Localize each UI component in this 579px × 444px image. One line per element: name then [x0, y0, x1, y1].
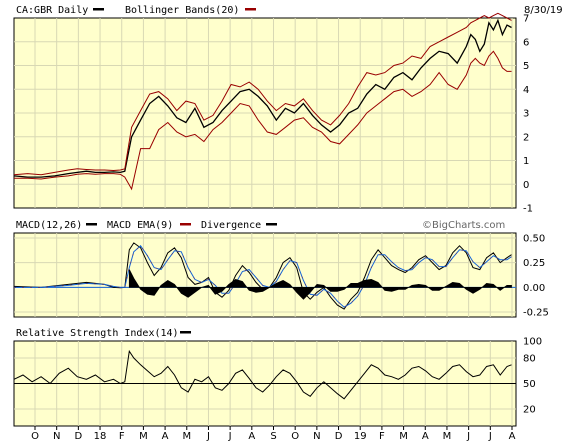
x-tick-label: F: [119, 431, 125, 442]
macd-panel: [13, 232, 517, 318]
y-tick-label: 7: [523, 14, 529, 25]
bollinger-legend-swatch: [245, 8, 256, 11]
x-tick-label: S: [270, 431, 276, 442]
bollinger-bands-20-line: [13, 12, 512, 176]
y-tick-label: 80: [523, 354, 536, 365]
y-tick-label: 0.50: [523, 233, 545, 244]
x-tick-label: 18: [94, 431, 107, 442]
y-tick-label: 0.25: [523, 258, 545, 269]
x-tick-label: M: [399, 431, 408, 442]
x-tick-label: A: [422, 431, 429, 442]
x-tick-label: N: [313, 431, 320, 442]
y-tick-label: 0: [523, 180, 529, 191]
macd-label: MACD(12,26): [16, 220, 82, 231]
macd-ema-legend-swatch: [180, 223, 191, 226]
x-tick-label: A: [162, 431, 169, 442]
rsi-label: Relative Strength Index(14): [16, 328, 179, 339]
macd-ema-label: MACD EMA(9): [107, 220, 173, 231]
x-tick-label: O: [31, 431, 39, 442]
x-tick-label: J: [206, 431, 210, 442]
x-tick-label: F: [379, 431, 385, 442]
x-tick-label: D: [335, 431, 343, 442]
price-legend-swatch: [93, 8, 104, 11]
date-label: 8/30/19: [524, 5, 563, 16]
y-tick-label: -1: [523, 204, 533, 215]
x-tick-label: N: [53, 431, 60, 442]
branding: ©BigCharts.com: [422, 220, 505, 231]
y-tick-label: 1: [523, 156, 529, 167]
x-tick-label: A: [248, 431, 255, 442]
y-tick-label: 6: [523, 37, 529, 48]
y-tick-label: 20: [523, 405, 536, 416]
chart-marks: O N D 18 F M A M J J A S O N D 19 F M A M J J A -1 0 1 2 3 4 5 6 7 -0.25…: [13, 12, 549, 442]
x-tick-label: O: [291, 431, 299, 442]
x-tick-label: J: [466, 431, 470, 442]
x-tick-label: M: [139, 431, 148, 442]
x-tick-label: M: [443, 431, 452, 442]
x-tick-label: A: [509, 431, 516, 442]
x-tick-label: 19: [354, 431, 367, 442]
y-tick-label: -0.25: [523, 308, 549, 319]
x-tick-label: J: [228, 431, 232, 442]
macd-ema-9-line: [14, 245, 512, 308]
ca-gbr-daily-line: [13, 18, 512, 178]
x-tick-label: M: [182, 431, 191, 442]
relative-strength-index-14-line: [13, 349, 512, 400]
y-tick-label: 0.00: [523, 283, 545, 294]
y-tick-label: 2: [523, 132, 529, 143]
y-tick-label: 5: [523, 61, 529, 72]
macd-12-26-line: [13, 242, 512, 310]
divergence-label: Divergence: [201, 220, 261, 231]
y-tick-label: 3: [523, 109, 529, 120]
y-tick-label: 4: [523, 85, 529, 96]
bollinger-bands-20-lower-line: [14, 50, 512, 191]
x-tick-label: D: [75, 431, 83, 442]
symbol-label: CA:GBR Daily: [16, 5, 88, 16]
bollinger-label: Bollinger Bands(20): [125, 5, 239, 16]
x-tick-label: J: [488, 431, 492, 442]
y-tick-label: 100: [523, 337, 542, 348]
macd-legend-swatch: [86, 223, 97, 226]
divergence-legend-swatch: [266, 223, 277, 226]
divergence-histogram: [128, 269, 512, 300]
rsi-legend-swatch: [180, 331, 191, 334]
y-tick-label: 50: [523, 379, 536, 390]
